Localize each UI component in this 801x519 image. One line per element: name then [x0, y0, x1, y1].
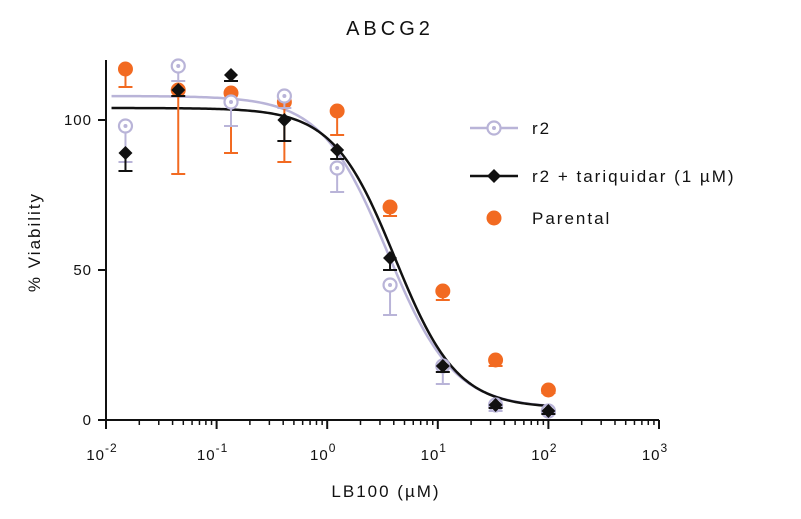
- x-tick-label: 103: [642, 441, 668, 464]
- fit-curve: [111, 106, 551, 408]
- chart-title: ABCG2: [346, 18, 434, 40]
- data-point: [488, 352, 504, 368]
- y-tick-label: 50: [73, 262, 92, 279]
- data-point: [329, 103, 345, 119]
- x-tick-label: 102: [531, 441, 557, 464]
- y-tick-label: 100: [64, 112, 92, 129]
- data-point-center: [282, 94, 287, 98]
- legend-label: r2 + tariquidar (1 µM): [532, 167, 736, 186]
- data-point: [171, 83, 186, 97]
- data-point: [540, 382, 556, 398]
- plot-area: 0 50 100 10-2 10-1 100 101 102 103: [64, 58, 668, 464]
- x-tick-label: 100: [310, 441, 336, 464]
- data-point-center: [335, 166, 340, 170]
- data-point: [117, 61, 133, 77]
- data-point: [488, 398, 503, 412]
- data-point: [277, 113, 292, 127]
- data-point-center: [229, 100, 234, 104]
- y-axis-label: % Viability: [25, 192, 44, 292]
- data-point: [435, 359, 450, 373]
- x-axis-label: LB100 (µM): [331, 482, 440, 501]
- data-point: [487, 169, 501, 183]
- data-point: [330, 143, 345, 157]
- y-tick-label: 0: [83, 412, 92, 429]
- x-tick-label: 101: [421, 441, 447, 464]
- data-point-center: [388, 283, 393, 287]
- data-point-center: [176, 64, 181, 68]
- data-point-center: [492, 126, 496, 130]
- legend-label: Parental: [532, 209, 611, 228]
- data-point: [224, 68, 239, 82]
- data-point: [383, 251, 398, 265]
- legend: r2 r2 + tariquidar (1 µM) Parental: [470, 119, 736, 228]
- data-point: [435, 283, 451, 299]
- data-point: [382, 199, 398, 215]
- data-point-center: [123, 124, 128, 128]
- data-point: [541, 404, 556, 418]
- x-tick-label: 10-2: [86, 441, 117, 464]
- data-point: [486, 210, 502, 226]
- data-point: [118, 146, 133, 160]
- legend-label: r2: [532, 119, 551, 138]
- x-tick-label: 10-1: [197, 441, 228, 464]
